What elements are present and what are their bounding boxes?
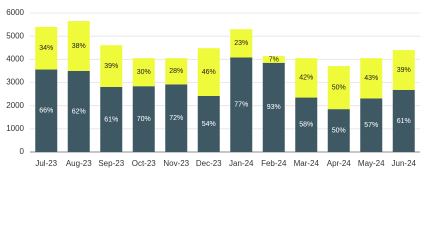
bar-segment xyxy=(165,58,188,85)
bar-segment xyxy=(35,69,58,152)
value-label: 50% xyxy=(332,84,346,91)
value-label: 42% xyxy=(299,75,313,82)
y-tick-label: 2000 xyxy=(6,101,24,110)
x-tick-label: Jan-24 xyxy=(229,159,254,168)
value-label: 28% xyxy=(169,68,183,75)
bar-segment xyxy=(132,58,155,87)
value-label: 58% xyxy=(299,122,313,129)
value-label: 62% xyxy=(72,108,86,115)
x-tick-label: Feb-24 xyxy=(261,159,287,168)
x-tick-label: Jun-24 xyxy=(392,159,417,168)
bar-segment xyxy=(230,57,253,153)
bar-segment xyxy=(197,48,220,96)
x-tick-label: Aug-23 xyxy=(66,159,92,168)
bar-segment xyxy=(67,21,90,71)
bar-segment xyxy=(295,58,318,98)
x-tick-label: Mar-24 xyxy=(294,159,320,168)
bar-segment xyxy=(230,29,253,58)
bar-segment xyxy=(100,45,123,87)
bar-segment xyxy=(327,66,350,110)
value-label: 34% xyxy=(39,45,53,52)
value-label: 57% xyxy=(364,122,378,129)
y-tick-label: 5000 xyxy=(6,31,24,40)
bar-segment xyxy=(67,70,90,152)
value-label: 61% xyxy=(104,116,118,123)
value-label: 77% xyxy=(234,102,248,109)
value-label: 70% xyxy=(137,116,151,123)
bar-segment xyxy=(100,86,123,152)
value-label: 43% xyxy=(364,75,378,82)
value-label: 54% xyxy=(202,121,216,128)
chart: 0 1000 2000 3000 4000 5000 6000 Jul-23 66% 34% Aug… xyxy=(6,8,420,168)
bar-segment xyxy=(262,56,285,63)
value-label: 38% xyxy=(72,43,86,50)
x-tick-label: Oct-23 xyxy=(132,159,157,168)
bar-segment xyxy=(35,26,58,70)
y-tick-label: 1000 xyxy=(6,124,24,133)
y-tick-label: 6000 xyxy=(6,8,24,17)
bar-segment xyxy=(262,62,285,152)
value-label: 50% xyxy=(332,127,346,134)
bar-segment xyxy=(327,109,350,152)
value-label: 30% xyxy=(137,69,151,76)
value-label: 93% xyxy=(267,104,281,111)
y-tick-label: 3000 xyxy=(6,78,24,87)
x-tick-label: Jul-23 xyxy=(35,159,57,168)
y-tick-label: 4000 xyxy=(6,54,24,63)
x-tick-label: May-24 xyxy=(358,159,385,168)
value-label: 46% xyxy=(202,69,216,76)
x-tick-label: Apr-24 xyxy=(327,159,352,168)
y-tick-label: 0 xyxy=(20,147,25,156)
value-label: 66% xyxy=(39,108,53,115)
bar-segment xyxy=(392,89,415,152)
bar-segment xyxy=(360,98,383,152)
bar-segment xyxy=(360,58,383,99)
bar-segment xyxy=(197,95,220,152)
value-label: 39% xyxy=(397,67,411,74)
value-label: 23% xyxy=(234,40,248,47)
bar-segment xyxy=(295,97,318,152)
x-tick-label: Nov-23 xyxy=(163,159,189,168)
bar-segment xyxy=(132,86,155,152)
value-label: 39% xyxy=(104,63,118,70)
value-label: 72% xyxy=(169,115,183,122)
bar-segment xyxy=(165,84,188,152)
x-tick-label: Sep-23 xyxy=(98,159,124,168)
value-label: 7% xyxy=(269,56,279,63)
x-tick-label: Dec-23 xyxy=(196,159,222,168)
bar-segment xyxy=(392,50,415,90)
value-label: 61% xyxy=(397,118,411,125)
